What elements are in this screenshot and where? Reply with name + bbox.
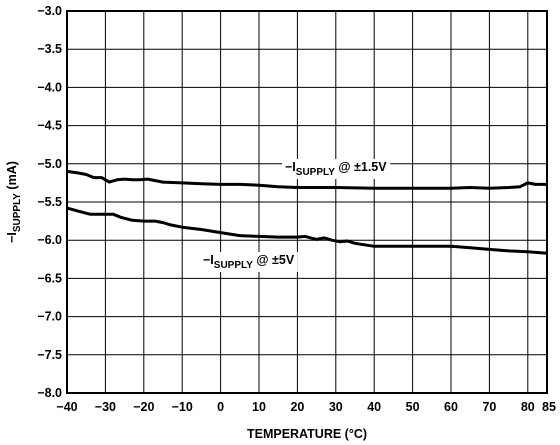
plot-frame: [66, 10, 548, 394]
series-label-1: −ISUPPLY @ ±1.5V: [285, 160, 387, 178]
x-tick-label: −40: [56, 400, 77, 414]
x-tick-label: 85: [542, 400, 556, 414]
series-labels: −ISUPPLY @ ±1.5V −ISUPPLY @ ±5V: [200, 159, 391, 272]
x-tick-labels: −40 −30 −20 −10 0 10 20 30 40 50 60 70 80 85: [56, 400, 556, 414]
y-tick-label: −7.5: [37, 348, 62, 362]
grid: [66, 10, 548, 394]
y-axis-label: −ISUPPLY (mA): [5, 161, 23, 243]
x-tick-label: 10: [252, 400, 266, 414]
y-tick-label: −5.0: [37, 157, 62, 171]
series-label-bg: [200, 252, 298, 272]
y-tick-label: −3.5: [37, 42, 62, 56]
y-tick-label: −3.0: [37, 4, 62, 18]
x-tick-label: 80: [521, 400, 535, 414]
x-tick-label: −30: [95, 400, 116, 414]
y-tick-label: −6.0: [37, 233, 62, 247]
y-tick-label: −7.0: [37, 310, 62, 324]
x-tick-label: −10: [172, 400, 193, 414]
x-tick-label: 50: [406, 400, 420, 414]
y-tick-label: −4.0: [37, 80, 62, 94]
x-tick-label: 0: [217, 400, 224, 414]
y-tick-label: −4.5: [37, 119, 62, 133]
y-tick-label: −6.5: [37, 271, 62, 285]
series-line-1: [66, 169, 547, 190]
y-tick-label: −5.5: [37, 195, 62, 209]
y-tick-label: −8.0: [37, 386, 62, 400]
x-tick-label: 60: [444, 400, 458, 414]
x-tick-label: 20: [290, 400, 304, 414]
x-tick-label: 30: [329, 400, 343, 414]
x-tick-label: −20: [133, 400, 154, 414]
series-group: [66, 169, 548, 255]
series-label-bg: [282, 159, 391, 179]
y-tick-labels: −3.0 −3.5 −4.0 −4.5 −5.0 −5.5 −6.0 −6.5 −7.0 −7.5…: [37, 4, 62, 400]
x-tick-label: 70: [482, 400, 496, 414]
x-axis-label: TEMPERATURE (°C): [247, 427, 367, 441]
series-line-2: [66, 206, 548, 255]
x-tick-label: 40: [367, 400, 381, 414]
series-label-2: −ISUPPLY @ ±5V: [203, 253, 295, 271]
